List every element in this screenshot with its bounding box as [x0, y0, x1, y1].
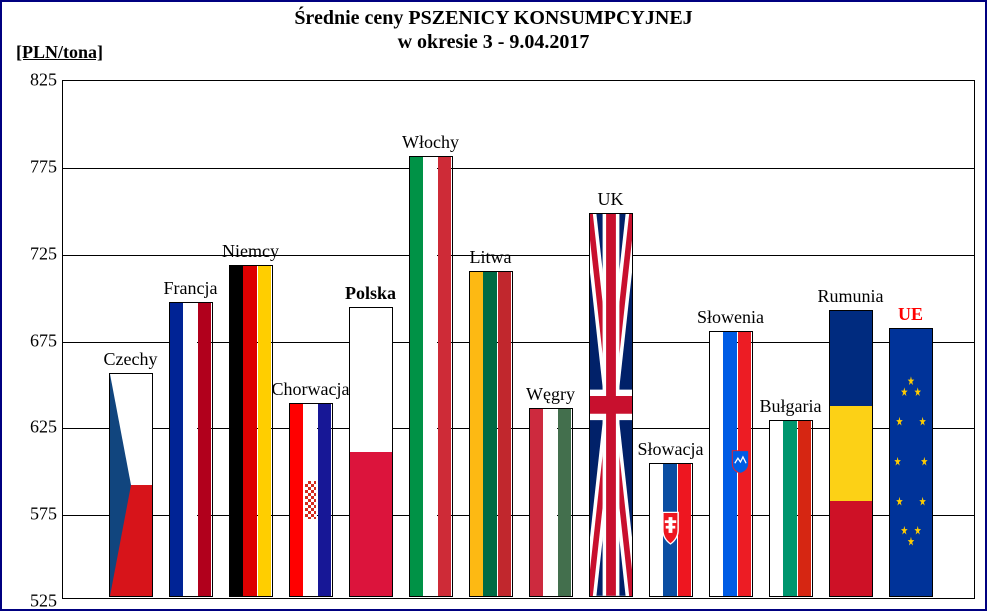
y-tick-label: 575 [7, 504, 57, 525]
svg-text:★: ★ [918, 416, 926, 429]
bar-fill-polska [349, 307, 393, 597]
chart-title: Średnie ceny PSZENICY KONSUMPCYJNEJ w ok… [2, 6, 985, 54]
bar-fill-czechy [109, 373, 153, 597]
bar-fill-rumunia [829, 310, 873, 597]
bar-chorwacja [289, 77, 333, 598]
bar-slowacja [649, 77, 693, 598]
bar-fill-bulgaria [769, 420, 813, 597]
bar-wegry [529, 77, 573, 598]
bar-label-uk: UK [598, 189, 624, 210]
bar-fill-litwa [469, 271, 513, 597]
bar-fill-chorwacja [289, 403, 333, 598]
bar-slowenia [709, 77, 753, 598]
bar-label-francja: Francja [164, 278, 218, 299]
bar-label-ue: UE [898, 304, 923, 325]
bar-label-rumunia: Rumunia [818, 286, 884, 307]
bar-bulgaria [769, 77, 813, 598]
bar-fill-slowacja [649, 463, 693, 597]
y-tick-label: 525 [7, 591, 57, 612]
bar-fill-wegry [529, 408, 573, 597]
bar-label-litwa: Litwa [470, 247, 512, 268]
svg-text:★: ★ [895, 496, 903, 509]
bar-fill-uk [589, 213, 633, 597]
bar-label-slowenia: Słowenia [697, 307, 764, 328]
bar-label-wlochy: Włochy [402, 132, 459, 153]
svg-text:★: ★ [907, 536, 915, 549]
y-tick-label: 675 [7, 330, 57, 351]
bar-fill-niemcy [229, 265, 273, 597]
y-tick-label: 775 [7, 156, 57, 177]
bar-label-czechy: Czechy [104, 349, 158, 370]
bar-label-polska: Polska [345, 283, 396, 304]
plot-area: ★★★★★★★★★★★★ Czechy FrancjaNiemcy Chorwacj… [62, 80, 975, 599]
bar-fill-ue: ★★★★★★★★★★★★ [889, 328, 933, 597]
bar-fill-wlochy [409, 156, 453, 597]
y-tick-label: 725 [7, 243, 57, 264]
bar-litwa [469, 77, 513, 598]
bar-fill-francja [169, 302, 213, 597]
bar-niemcy [229, 77, 273, 598]
bar-label-wegry: Węgry [526, 384, 575, 405]
bar-ue: ★★★★★★★★★★★★ [889, 77, 933, 598]
y-tick-label: 825 [7, 70, 57, 91]
y-tick-label: 625 [7, 417, 57, 438]
bar-label-slowacja: Słowacja [638, 439, 704, 460]
bar-czechy [109, 77, 153, 598]
unit-label: [PLN/tona] [16, 42, 103, 63]
svg-text:★: ★ [893, 456, 901, 469]
svg-text:★: ★ [913, 525, 921, 538]
bar-francja [169, 77, 213, 598]
bar-polska [349, 77, 393, 598]
chart-container: Średnie ceny PSZENICY KONSUMPCYJNEJ w ok… [0, 0, 987, 611]
svg-text:★: ★ [913, 387, 921, 400]
bar-fill-slowenia [709, 331, 753, 597]
title-line-2: w okresie 3 - 9.04.2017 [398, 31, 590, 53]
bar-rumunia [829, 77, 873, 598]
bar-label-bulgaria: Bułgaria [760, 396, 822, 417]
svg-text:★: ★ [900, 387, 908, 400]
svg-text:★: ★ [895, 416, 903, 429]
title-line-1: Średnie ceny PSZENICY KONSUMPCYJNEJ [294, 7, 692, 29]
svg-text:★: ★ [920, 456, 928, 469]
bar-label-chorwacja: Chorwacja [272, 379, 350, 400]
bar-label-niemcy: Niemcy [222, 241, 279, 262]
svg-text:★: ★ [900, 525, 908, 538]
bar-uk [589, 77, 633, 598]
bar-wlochy [409, 77, 453, 598]
svg-text:★: ★ [918, 496, 926, 509]
